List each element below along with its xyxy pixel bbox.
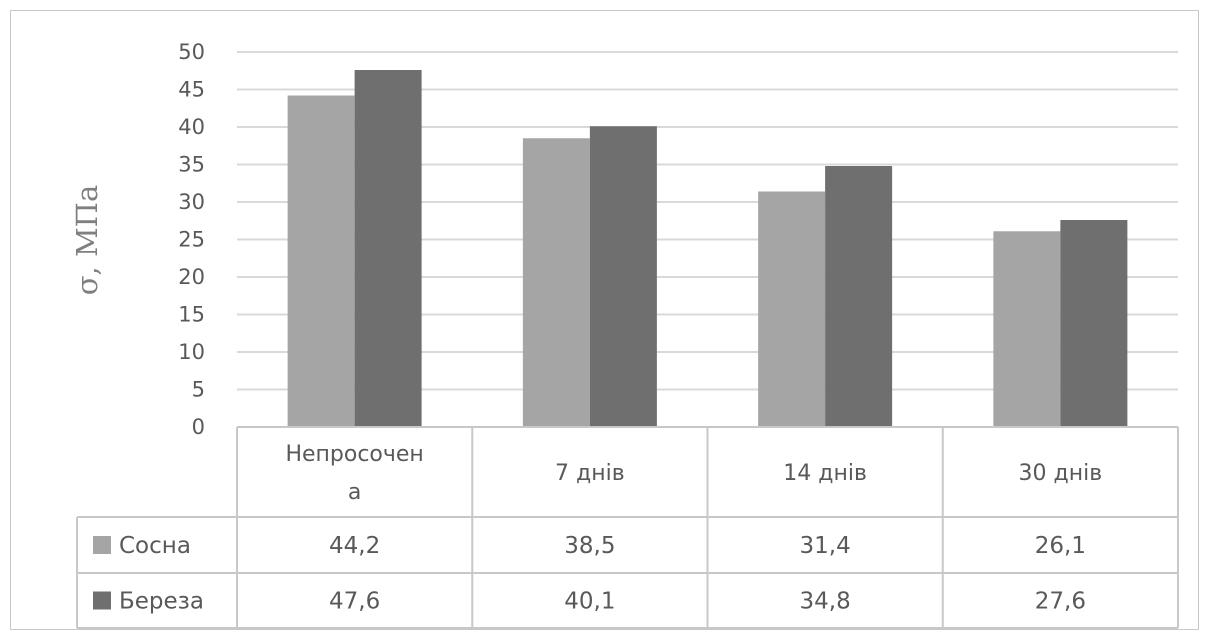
y-tick-label: 45 bbox=[178, 78, 205, 102]
data-table-value: 26,1 bbox=[1035, 533, 1086, 559]
x-category-label: 14 днів bbox=[783, 461, 867, 486]
legend-swatch bbox=[93, 591, 111, 610]
data-table-value: 31,4 bbox=[800, 533, 851, 559]
legend-label: Сосна bbox=[119, 533, 191, 559]
data-table-value: 34,8 bbox=[800, 589, 851, 615]
bar-birch bbox=[589, 126, 657, 427]
bar-pine bbox=[522, 138, 590, 427]
data-table-value: 40,1 bbox=[564, 589, 615, 615]
legend-label: Береза bbox=[119, 589, 204, 615]
y-tick-label: 10 bbox=[178, 340, 205, 364]
data-table-value: 47,6 bbox=[329, 589, 380, 615]
bar-birch bbox=[825, 166, 893, 427]
bar-birch bbox=[354, 70, 422, 427]
chart-frame bbox=[10, 10, 1199, 630]
bar-birch bbox=[1060, 220, 1128, 427]
x-category-label: Непросочен bbox=[285, 442, 423, 467]
bar-pine bbox=[758, 191, 826, 427]
y-axis-label: σ, МПа bbox=[70, 185, 104, 296]
data-table-value: 27,6 bbox=[1035, 589, 1086, 615]
y-tick-label: 0 bbox=[192, 415, 205, 439]
y-tick-label: 20 bbox=[178, 265, 205, 289]
y-tick-label: 5 bbox=[192, 378, 205, 402]
legend-swatch bbox=[93, 536, 111, 554]
data-table-value: 44,2 bbox=[329, 533, 380, 559]
y-tick-label: 25 bbox=[178, 228, 205, 252]
x-category-label: а bbox=[348, 480, 361, 505]
bar-pine bbox=[287, 95, 355, 427]
y-tick-label: 40 bbox=[178, 115, 205, 139]
y-tick-label: 50 bbox=[178, 40, 205, 64]
y-tick-label: 15 bbox=[178, 303, 205, 327]
data-table-value: 38,5 bbox=[564, 533, 615, 559]
x-category-label: 30 днів bbox=[1019, 461, 1103, 486]
y-tick-label: 30 bbox=[178, 190, 205, 214]
x-category-label: 7 днів bbox=[555, 461, 625, 486]
bar-pine bbox=[993, 231, 1061, 427]
y-tick-label: 35 bbox=[178, 153, 205, 177]
